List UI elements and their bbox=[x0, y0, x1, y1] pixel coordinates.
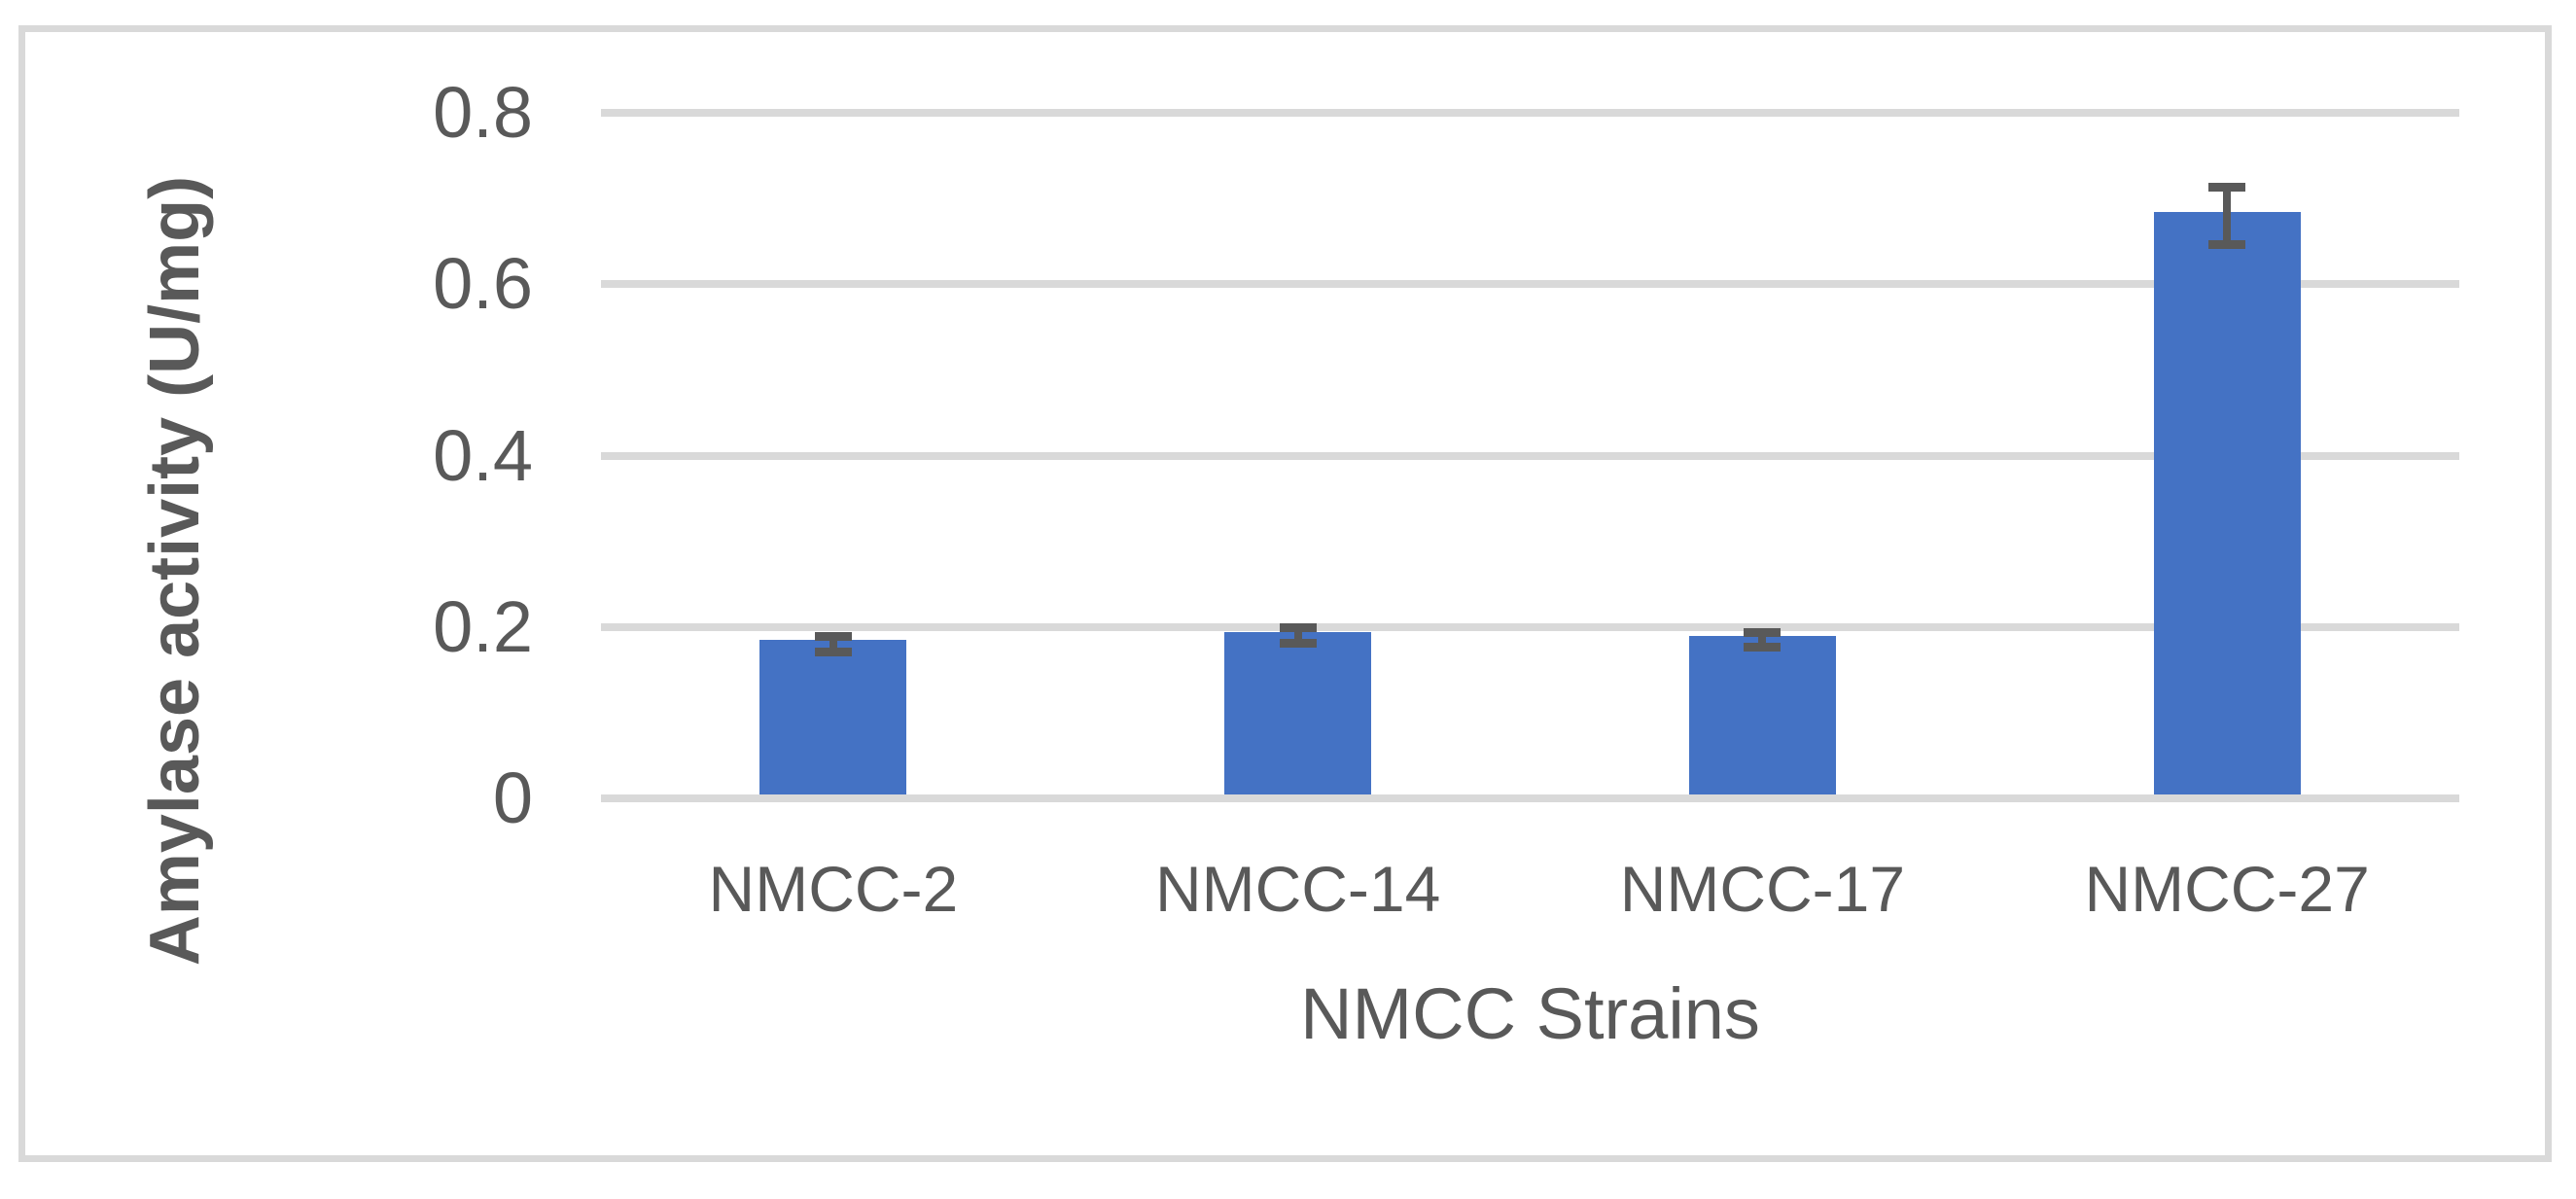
x-category-label-NMCC-17: NMCC-17 bbox=[1619, 853, 1906, 925]
error-bar-NMCC-2 bbox=[814, 631, 852, 657]
error-bar-stem bbox=[829, 631, 837, 657]
error-bar-bottom-cap bbox=[1744, 642, 1782, 652]
gridline-0.2 bbox=[601, 622, 2459, 631]
error-bar-bottom-cap bbox=[814, 648, 852, 657]
error-bar-top-cap bbox=[814, 631, 852, 641]
y-tick-label: 0.6 bbox=[433, 243, 533, 325]
plot-area bbox=[601, 109, 2459, 802]
x-axis-category-labels: NMCC-2 NMCC-14 NMCC-17 NMCC-27 bbox=[601, 850, 2459, 928]
error-bar-stem bbox=[1293, 622, 1302, 649]
error-bar-top-cap bbox=[2208, 182, 2246, 192]
gridline-0.6 bbox=[601, 280, 2459, 289]
error-bar-stem bbox=[1758, 628, 1767, 652]
gridline-0 bbox=[601, 794, 2459, 802]
x-category-label-NMCC-14: NMCC-14 bbox=[1154, 853, 1441, 925]
gridline-0.4 bbox=[601, 451, 2459, 460]
error-bar-stem bbox=[2223, 182, 2232, 249]
error-bar-NMCC-27 bbox=[2208, 182, 2246, 249]
error-bar-bottom-cap bbox=[2208, 239, 2246, 249]
error-bar-top-cap bbox=[1744, 628, 1782, 638]
error-bar-top-cap bbox=[1279, 622, 1317, 632]
error-bar-bottom-cap bbox=[1279, 639, 1317, 649]
gridline-0.8 bbox=[601, 109, 2459, 117]
y-tick-label: 0.2 bbox=[433, 585, 533, 667]
chart-border-frame bbox=[18, 25, 2552, 1162]
x-axis-title: NMCC Strains bbox=[1300, 973, 1760, 1054]
x-category-label-NMCC-2: NMCC-2 bbox=[708, 853, 959, 925]
y-tick-label: 0.8 bbox=[433, 72, 533, 153]
error-bar-NMCC-14 bbox=[1279, 622, 1317, 649]
bar-NMCC-17 bbox=[1688, 635, 1836, 794]
y-tick-label: 0.4 bbox=[433, 414, 533, 496]
bar-NMCC-14 bbox=[1224, 631, 1372, 794]
y-tick-label: 0 bbox=[492, 758, 533, 838]
x-category-label-NMCC-27: NMCC-27 bbox=[2084, 853, 2370, 925]
bar-NMCC-27 bbox=[2153, 211, 2301, 794]
error-bar-NMCC-17 bbox=[1744, 628, 1782, 652]
bar-NMCC-2 bbox=[759, 640, 907, 794]
